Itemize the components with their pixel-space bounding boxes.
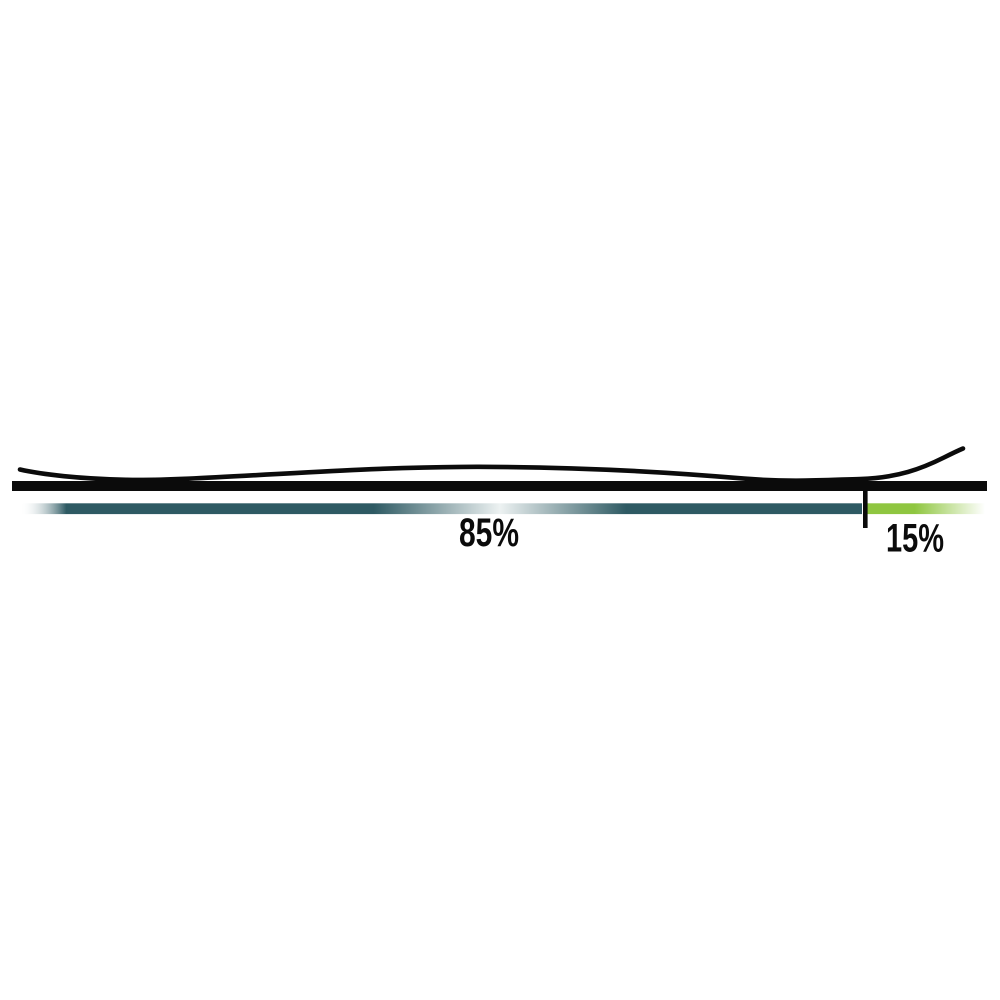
- left-percentage-label: 85%: [459, 511, 519, 555]
- right-section-bar: [867, 503, 985, 515]
- ski-base-line: [12, 481, 987, 491]
- section-divider-tick: [863, 491, 868, 528]
- right-percentage-label: 15%: [886, 517, 944, 561]
- left-section-bar: [20, 503, 862, 515]
- ski-camber-curve: [17, 446, 966, 483]
